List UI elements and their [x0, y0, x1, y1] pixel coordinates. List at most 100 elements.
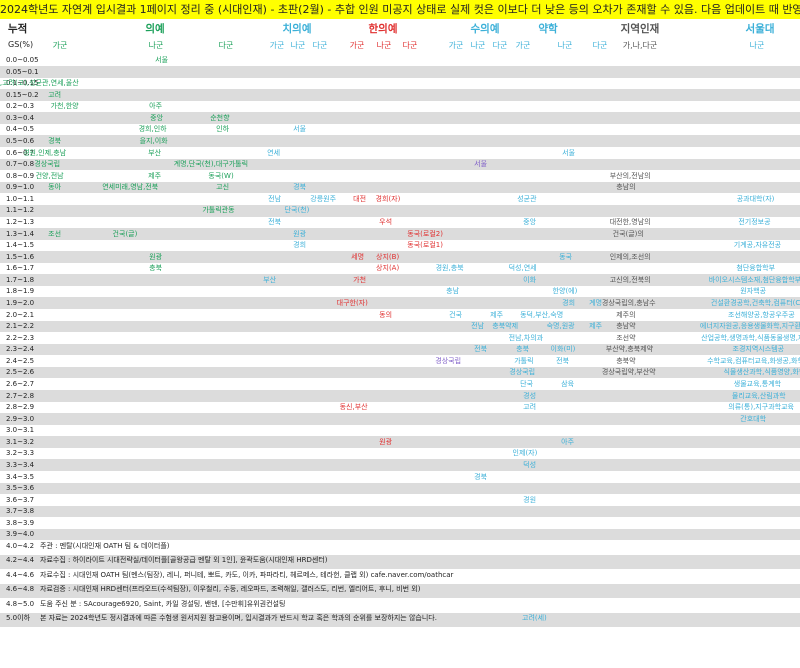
table-cell: 건양,전남 — [35, 171, 64, 180]
table-cell: 덕성,연세 — [508, 264, 537, 273]
row-label: 3.3~3.4 — [6, 460, 35, 469]
table-cell: 조선해양공,항공우주공 — [728, 310, 795, 319]
row-label: 0.15~0.2 — [6, 90, 39, 99]
row-label: 3.9~4.0 — [6, 530, 35, 539]
row-label: 0.3~0.4 — [6, 113, 35, 122]
table-cell: 계명 — [589, 298, 603, 307]
footer-note: 본 자료는 2024학년도 정시결과에 따른 수험생 원서지원 참고용이며, 입… — [40, 614, 437, 623]
table-cell: 충북약제 — [492, 322, 519, 331]
table-cell: 경북 — [48, 136, 62, 145]
row-label: 1.0~1.1 — [6, 194, 35, 203]
table-cell: 동국(로컬1) — [407, 241, 443, 250]
table-cell: 상지(A) — [376, 264, 400, 273]
header-subgroup: 다군 — [492, 41, 508, 50]
row-label: 0.0~0.05 — [6, 56, 39, 64]
row-label: 2.8~2.9 — [6, 403, 35, 412]
header-category: 약학 — [538, 23, 558, 35]
table-cell: 원광 — [149, 252, 163, 261]
table-cell: 서울 — [562, 148, 576, 157]
table-cell: 경상국립 — [509, 368, 536, 377]
table-cell: 연세 — [267, 148, 281, 157]
row-band — [0, 181, 800, 194]
table-cell: 순천향 — [210, 113, 230, 122]
row-band — [0, 158, 800, 171]
table-cell: 단국 — [520, 379, 534, 388]
table-cell: 덕성 — [523, 460, 537, 469]
table-cell: 숙명,원광 — [546, 322, 575, 331]
table-cell: 경북 — [293, 183, 307, 192]
footer-note: 자료수집 : 하이라이트 시대전략실/데이터플[골왕공급 멘탈 외 1인], 윤… — [40, 556, 328, 565]
table-cell: 간호대학 — [740, 414, 767, 423]
footer-note: 자료검증 : 시대인재 HRD센터(프라오드(수석팀장), 이우철리, 수둥, … — [40, 585, 421, 594]
table-cell: 원자핵공 — [740, 287, 767, 296]
header-cumulative: 누적 — [8, 23, 28, 35]
header-gs: GS(%) — [8, 40, 34, 49]
table-cell: 세명 — [351, 252, 365, 261]
table-cell: 충북 — [516, 345, 530, 354]
row-label: 2.0~2.1 — [6, 310, 35, 319]
table-cell: 산업공학,생명과학,식품동물생명,재료공 — [701, 333, 800, 342]
table-cell: 경희(자) — [375, 194, 401, 203]
footer-note: 자료수집 : 시대인재 OATH 팀(멘스(팀장), 레니, 퍼니테, 뽀트, … — [40, 570, 454, 579]
row-band — [0, 390, 800, 402]
row-label: 0.2~0.3 — [6, 102, 35, 111]
table-cell: 부산의,전남의 — [609, 171, 651, 180]
header-subgroup: 가군 — [269, 41, 285, 50]
table-cell: 부산약,충북제약 — [605, 345, 654, 354]
row-label: 0.7~0.8 — [6, 160, 35, 169]
table-cell: 고려 — [523, 403, 537, 412]
header-subgroup: 나군 — [749, 41, 765, 50]
footer-range: 4.6~4.8 — [6, 585, 35, 594]
table-cell: 충남 — [446, 287, 460, 296]
row-label: 1.6~1.7 — [6, 264, 35, 273]
row-label: 1.8~1.9 — [6, 287, 35, 296]
table-cell: 전남 — [268, 194, 282, 203]
footer-range: 4.0~4.2 — [6, 541, 35, 550]
row-label: 3.8~3.9 — [6, 518, 35, 527]
table-cell: 삼육 — [561, 379, 575, 388]
table-cell: 경상국립 — [435, 356, 462, 365]
table-cell: 물리교육,산림과학 — [731, 391, 786, 400]
table-cell: 조경지역시스템공 — [732, 345, 785, 354]
footer-band — [0, 583, 800, 599]
table-cell: 아주 — [561, 437, 575, 446]
header-subgroup: 가군 — [515, 41, 531, 50]
row-band — [0, 436, 800, 448]
table-cell: 가톨릭 — [514, 356, 534, 365]
header-subgroup: 가군 — [349, 41, 365, 50]
footer-band — [0, 612, 800, 628]
row-band — [0, 528, 800, 541]
footer-range: 4.8~5.0 — [6, 599, 35, 608]
table-cell: 이화(미) — [550, 345, 576, 354]
table-cell: 충남약 — [616, 322, 636, 331]
table-cell: 동국(로컬2) — [407, 229, 443, 238]
header-category: 치의예 — [282, 23, 312, 35]
table-cell: 전북 — [474, 345, 488, 354]
table-cell: 부산 — [263, 275, 277, 284]
row-band — [0, 366, 800, 379]
row-label: 1.2~1.3 — [6, 217, 35, 226]
table-cell: 건국(글) — [112, 229, 138, 238]
table-cell: 경상국립의,충남수 — [601, 298, 656, 307]
table-cell: 인하 — [216, 125, 230, 134]
table-cell: 고신 — [216, 183, 230, 192]
header-subgroup: 나군 — [148, 41, 164, 50]
table-cell: 계명,단국(천),대구가톨릭 — [173, 160, 249, 169]
table-cell: 대전한,영남의 — [609, 217, 651, 226]
row-band — [0, 274, 800, 286]
table-cell: 경희,인하 — [138, 125, 167, 134]
table-cell: 경원 — [523, 495, 537, 504]
table-cell: 경원,충북 — [435, 264, 464, 273]
header-subgroup: 다군 — [312, 41, 328, 50]
table-cell: 제주 — [490, 310, 504, 319]
table-cell: 건설환경공학,건축학,컴퓨터(CC) — [710, 298, 800, 307]
row-band — [0, 343, 800, 356]
row-label: 0.05~0.1 — [6, 67, 39, 76]
table-cell: 충북약 — [616, 356, 636, 365]
table-cell: 전북 — [268, 217, 282, 226]
row-label: 3.5~3.6 — [6, 484, 35, 493]
row-label: 0.5~0.6 — [6, 136, 35, 145]
table-cell: 경성 — [523, 391, 537, 400]
row-label: 1.5~1.6 — [6, 252, 35, 261]
